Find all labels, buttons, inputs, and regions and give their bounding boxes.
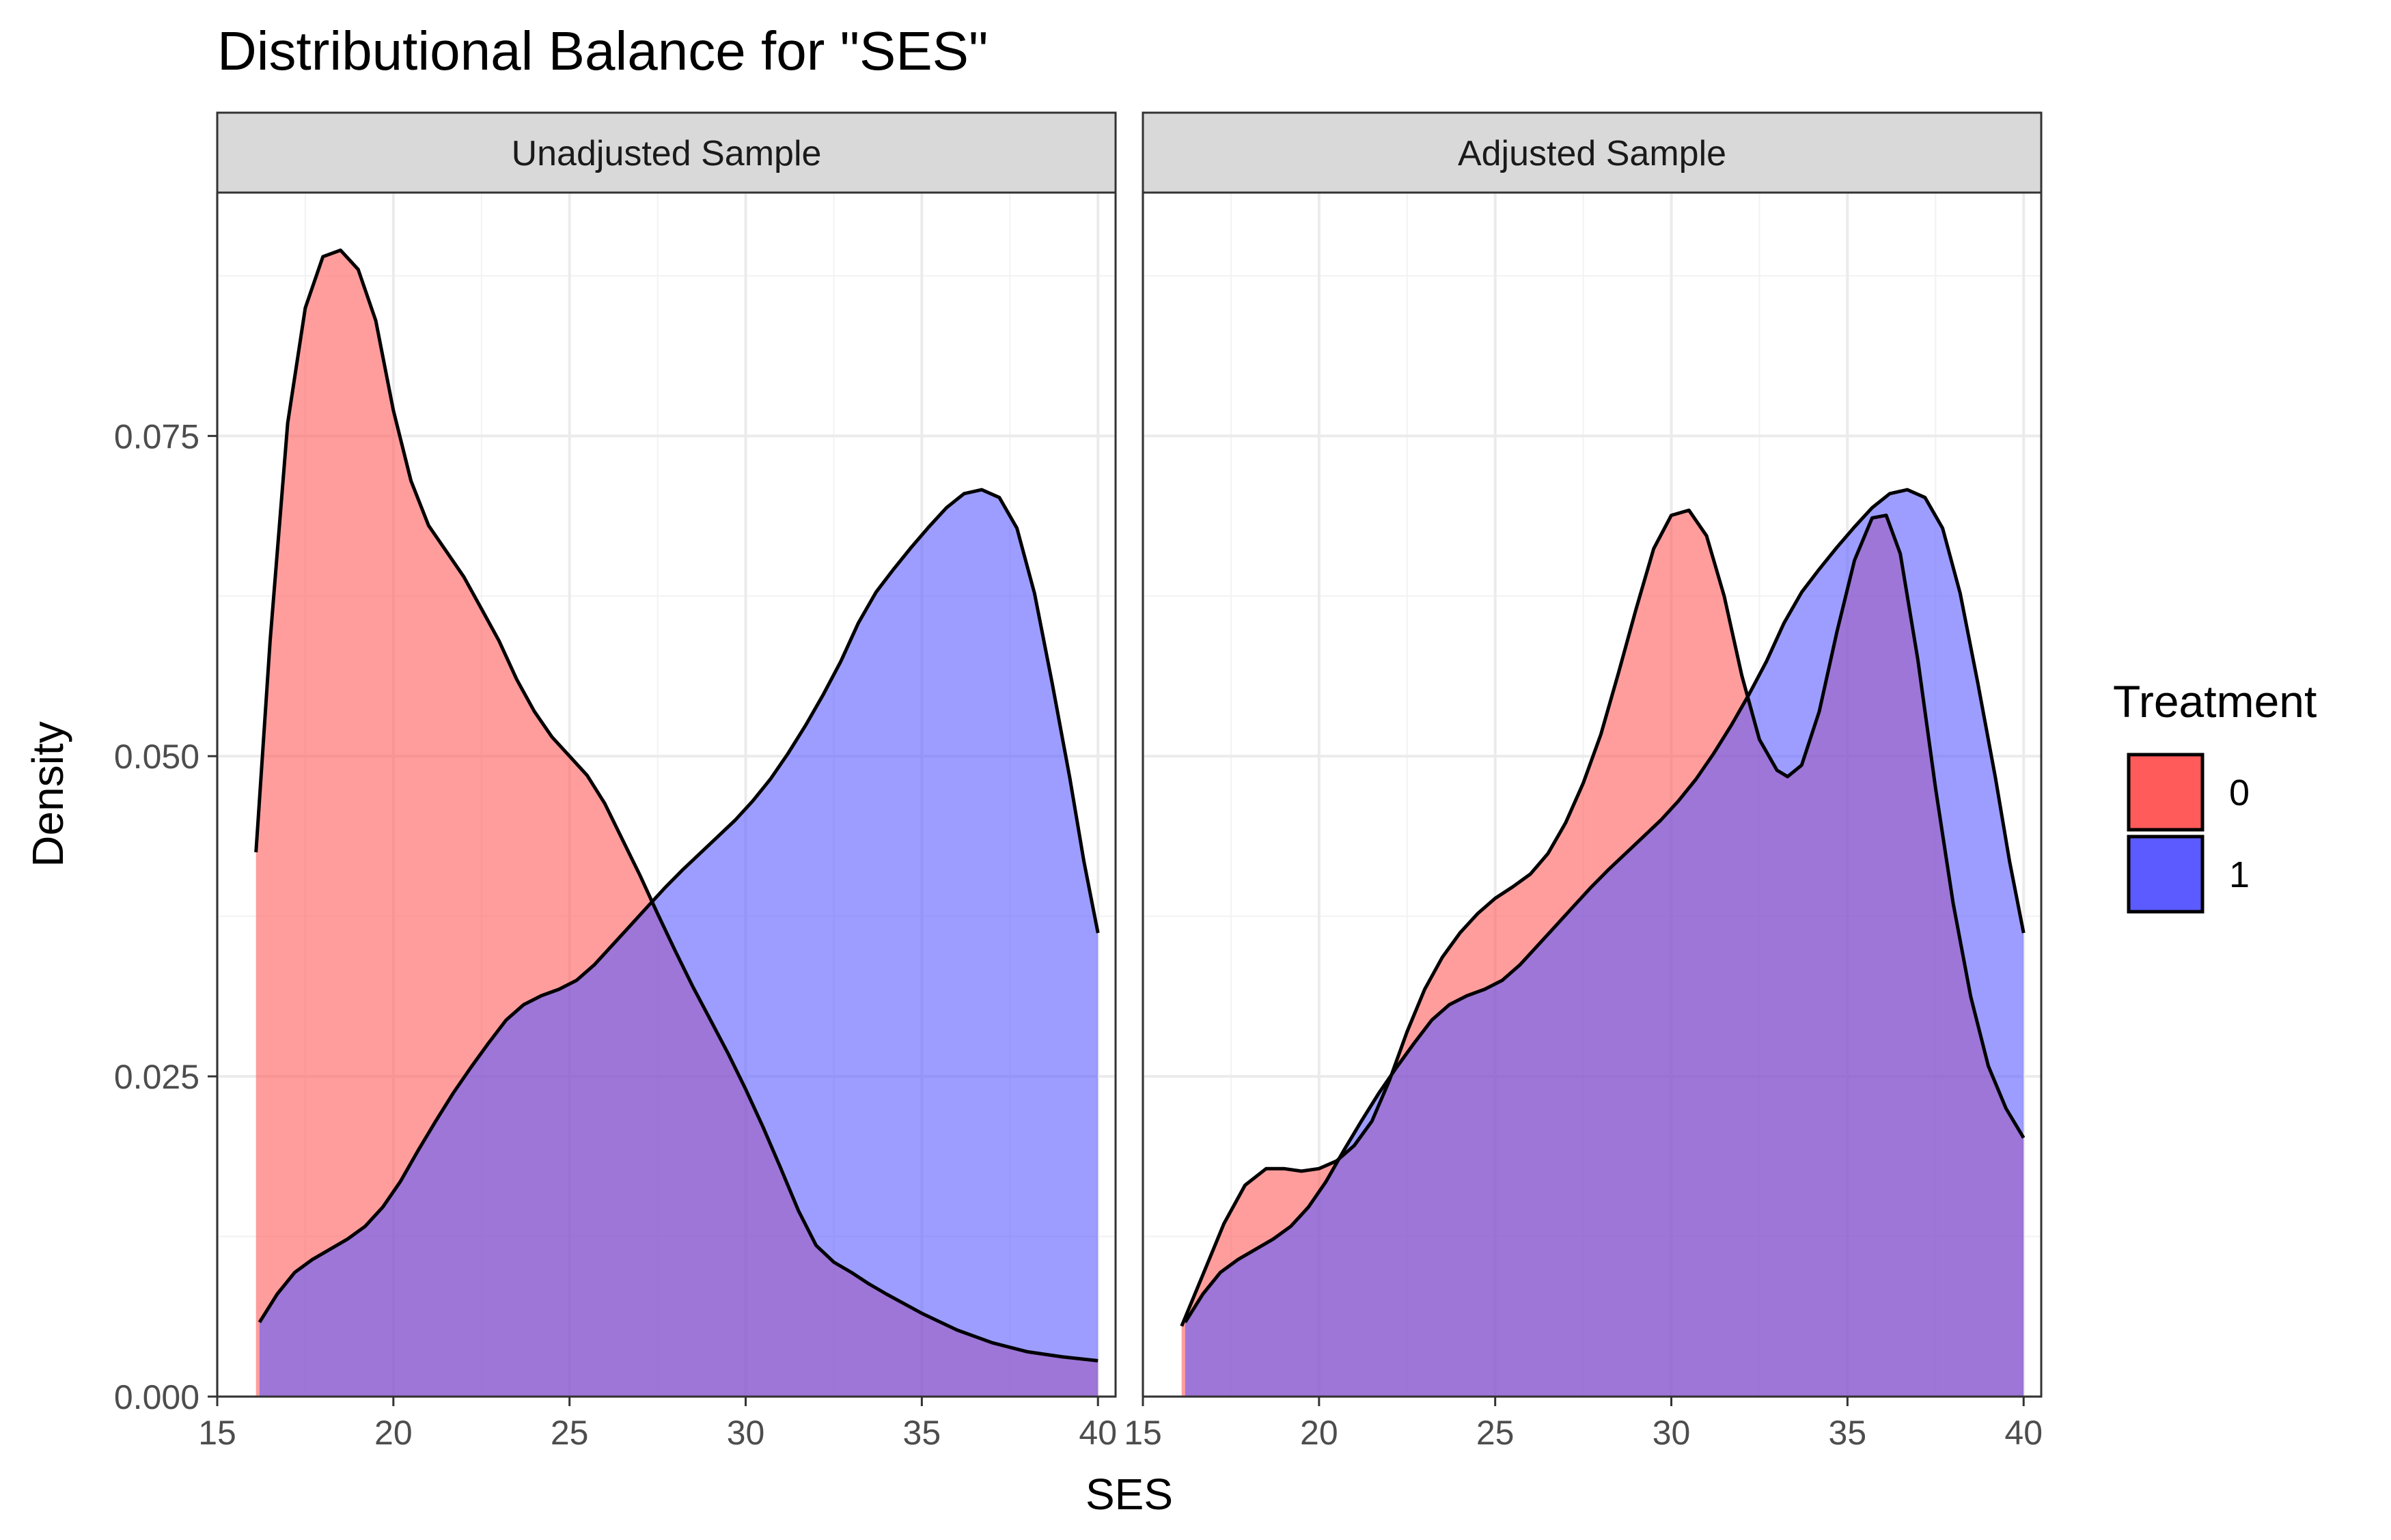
panel-density-areas xyxy=(254,248,1100,1397)
x-tick-label: 35 xyxy=(903,1414,941,1452)
strip-background xyxy=(216,111,1117,194)
density-area-treatment-1 xyxy=(1185,490,2024,1397)
x-tick-label: 30 xyxy=(727,1414,765,1452)
x-tick-label: 40 xyxy=(1079,1414,1117,1452)
x-axis: 15 20 25 30 35 40 xyxy=(198,1397,1117,1452)
chart-title: Distributional Balance for "SES" xyxy=(217,20,988,81)
density-line-treatment-0 xyxy=(254,248,1098,1362)
strip-label-adjusted: Adjusted Sample xyxy=(1458,134,1726,173)
x-tick-label: 20 xyxy=(374,1414,413,1452)
y-tick-label: 0.000 xyxy=(114,1378,199,1416)
x-tick-label: 30 xyxy=(1653,1414,1691,1452)
y-tick-label: 0.025 xyxy=(114,1058,199,1096)
panel-border xyxy=(216,191,1117,1398)
x-tick-label: 35 xyxy=(1829,1414,1867,1452)
legend-key-0 xyxy=(2127,753,2205,832)
y-tick-label: 0.075 xyxy=(114,417,199,456)
density-area-treatment-1 xyxy=(259,490,1098,1397)
panel-border xyxy=(1142,191,2043,1398)
x-tick-label: 15 xyxy=(1124,1414,1162,1452)
strip-background xyxy=(1142,111,2043,194)
panel-adjusted: Adjusted Sample 15 20 25 30 35 40 xyxy=(1124,111,2043,1452)
x-axis: 15 20 25 30 35 40 xyxy=(1124,1397,2043,1452)
x-tick-label: 25 xyxy=(1476,1414,1515,1452)
x-tick-label: 40 xyxy=(2004,1414,2043,1452)
x-tick-label: 20 xyxy=(1300,1414,1338,1452)
density-line-treatment-1 xyxy=(258,488,1100,1324)
legend-items: 01 xyxy=(2127,753,2250,914)
legend: Treatment 01 xyxy=(2113,676,2317,914)
legend-label-0: 0 xyxy=(2229,772,2250,813)
y-tick-label: 0.050 xyxy=(114,738,199,776)
x-axis-title: SES xyxy=(1086,1470,1173,1519)
panel-density-areas xyxy=(1180,488,2026,1397)
y-axis: 0.000 0.025 0.050 0.075 xyxy=(114,417,217,1416)
x-tick-label: 25 xyxy=(551,1414,589,1452)
x-tick-label: 15 xyxy=(198,1414,236,1452)
legend-key-1 xyxy=(2127,835,2205,914)
panel-unadjusted: Unadjusted Sample 15 20 25 30 35 40 xyxy=(198,111,1117,1452)
strip-label-unadjusted: Unadjusted Sample xyxy=(512,134,822,173)
legend-label-1: 1 xyxy=(2229,854,2250,895)
legend-title: Treatment xyxy=(2113,676,2317,727)
density-line-treatment-1 xyxy=(1183,488,2026,1324)
y-axis-title: Density xyxy=(23,721,72,867)
